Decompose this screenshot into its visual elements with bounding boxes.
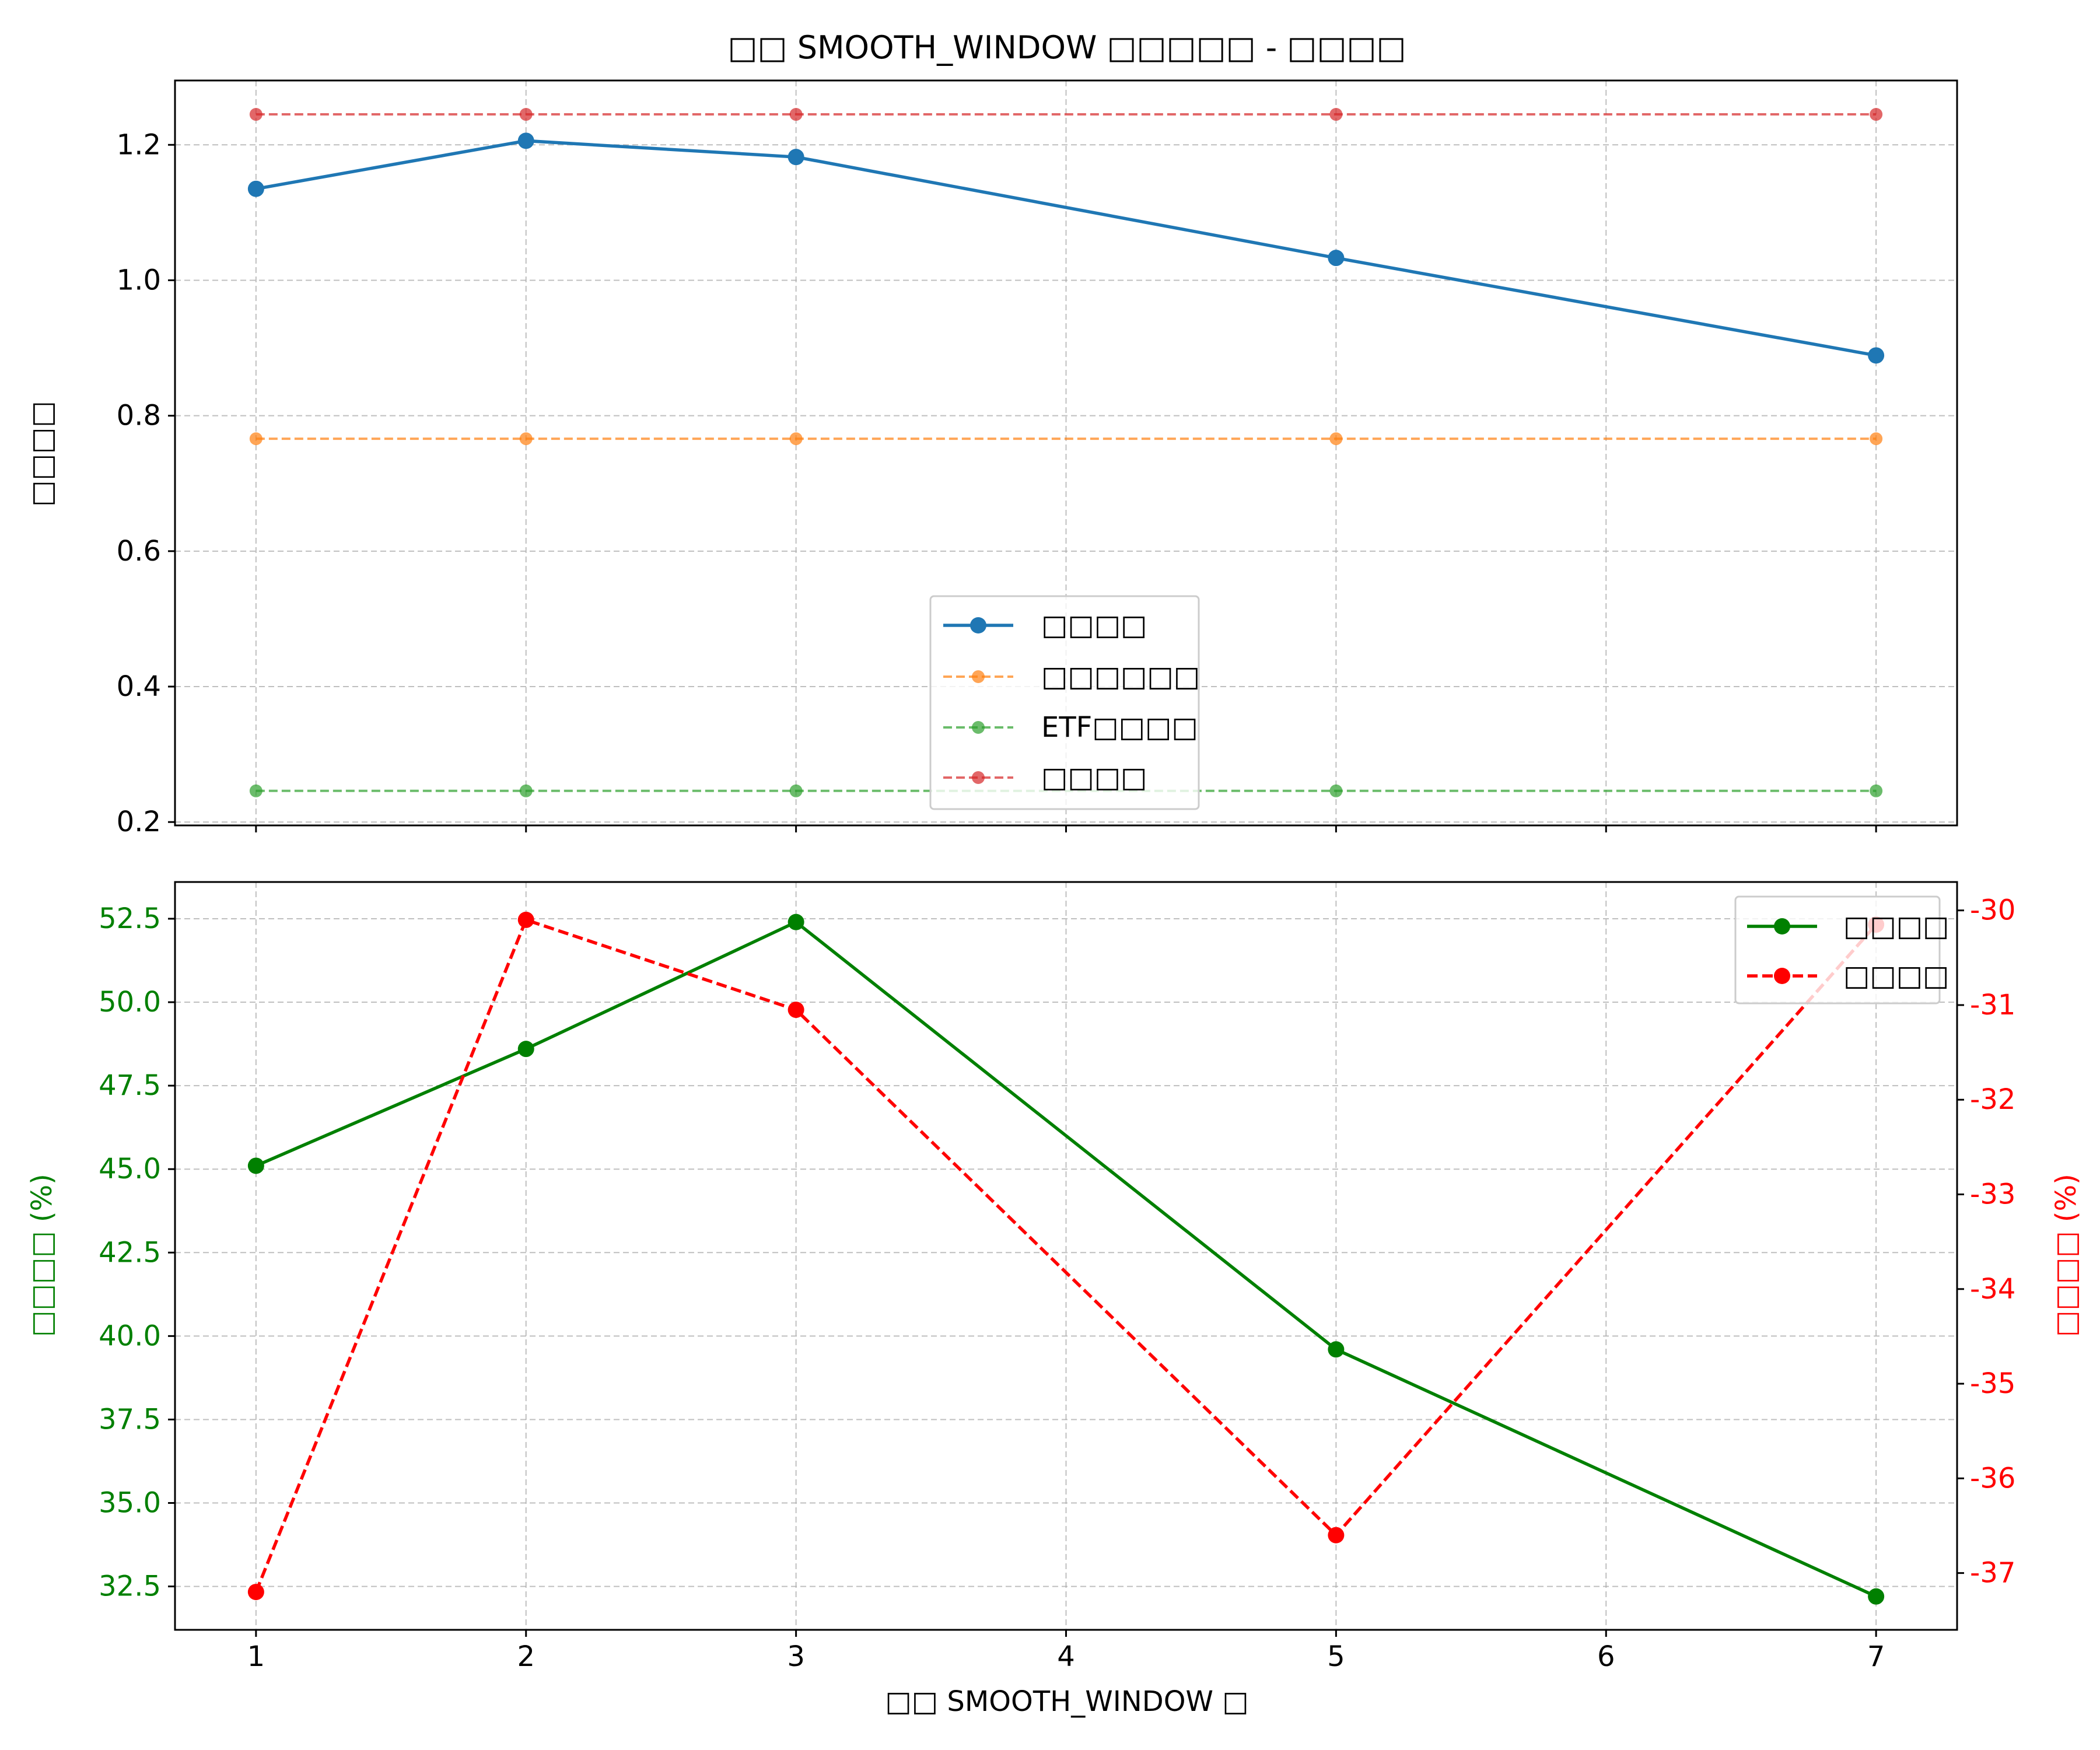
bottom-series-0-point-4 xyxy=(1868,1588,1885,1605)
bottom-y-right-tick-label-2: -35 xyxy=(1970,1367,2015,1400)
top-y-tick-label-3: 0.8 xyxy=(117,400,161,432)
bottom-x-axis-label: □□ SMOOTH_WINDOW □ xyxy=(885,1685,1248,1718)
bottom-series-0-point-0 xyxy=(247,1157,264,1174)
top-series-0-point-3 xyxy=(1328,250,1345,267)
legend-entry-winrate: □□□□ xyxy=(1747,910,1949,943)
top-series-group xyxy=(247,108,1885,797)
bottom-x-tick-label-1: 2 xyxy=(517,1640,535,1673)
legend-entry-series-2: ETF□□□□ xyxy=(943,711,1198,744)
legend-label-winrate: □□□□ xyxy=(1843,910,1949,943)
top-series-2-point-2 xyxy=(789,784,803,797)
top-series-0-point-0 xyxy=(247,180,264,197)
top-chart-title: □□ SMOOTH_WINDOW □□□□□ - □□□□ xyxy=(727,29,1406,66)
top-series-2-point-4 xyxy=(1870,784,1883,797)
bottom-y-left-tick-label-7: 50.0 xyxy=(99,986,161,1019)
bottom-x-ticks: 1 2 3 4 5 6 7 xyxy=(247,1630,1885,1673)
top-series-1-point-0 xyxy=(249,432,262,446)
bottom-series-0-point-2 xyxy=(788,914,804,930)
bottom-series-group xyxy=(247,911,1885,1605)
bottom-y-right-tick-label-5: -32 xyxy=(1970,1083,2015,1116)
top-series-3-point-2 xyxy=(789,108,803,121)
legend-marker-drawdown xyxy=(1774,968,1790,984)
bottom-x-tick-label-5: 6 xyxy=(1597,1640,1615,1673)
bottom-series-1-point-1 xyxy=(517,911,534,928)
bottom-y-right-tick-label-6: -31 xyxy=(1970,989,2015,1021)
bottom-series-1-point-0 xyxy=(247,1584,264,1601)
legend-label-drawdown: □□□□ xyxy=(1843,960,1949,992)
top-series-1-point-4 xyxy=(1870,432,1883,446)
top-y-tick-label-4: 1.0 xyxy=(117,264,161,296)
top-series-3-point-1 xyxy=(519,108,533,121)
top-series-0-point-2 xyxy=(788,149,804,166)
bottom-x-tick-label-2: 3 xyxy=(787,1640,805,1673)
top-y-tick-label-2: 0.6 xyxy=(117,535,161,568)
bottom-y-left-tick-label-3: 40.0 xyxy=(99,1320,161,1352)
bottom-x-tick-label-3: 4 xyxy=(1057,1640,1075,1673)
legend-entry-drawdown: □□□□ xyxy=(1747,960,1949,992)
bottom-y-ticks-left: 32.5 35.0 37.5 40.0 42.5 45.0 47.5 50.0 52.5 xyxy=(99,902,175,1603)
bottom-y-right-tick-label-0: -37 xyxy=(1970,1557,2015,1590)
bottom-panel: □□□□ (%) □□□□ (%) □□ SMOOTH_WINDOW □ 32.… xyxy=(26,881,2082,1718)
bottom-y-axis-label-left: □□□□ (%) xyxy=(26,1174,58,1337)
legend-marker-series-0 xyxy=(970,617,986,634)
bottom-x-tick-label-6: 7 xyxy=(1867,1640,1885,1673)
legend-marker-series-3 xyxy=(972,771,985,784)
bottom-y-left-tick-label-0: 32.5 xyxy=(99,1570,161,1603)
top-y-axis-label: □□□□ xyxy=(26,401,58,506)
top-legend-box xyxy=(929,595,1200,810)
bottom-x-tick-label-0: 1 xyxy=(247,1640,265,1673)
top-legend: □□□□ □□□□□□ ETF□□□□ □□□□ xyxy=(929,595,1200,810)
bottom-y-right-tick-label-4: -33 xyxy=(1970,1178,2015,1211)
bottom-y-right-tick-label-7: -30 xyxy=(1970,894,2015,927)
legend-label-series-1: □□□□□□ xyxy=(1041,660,1200,693)
legend-label-series-2: ETF□□□□ xyxy=(1041,711,1198,744)
bottom-legend: □□□□ □□□□ xyxy=(1734,895,1949,1005)
legend-marker-series-1 xyxy=(972,670,985,683)
top-series-3-point-3 xyxy=(1329,108,1343,121)
bottom-y-left-tick-label-8: 52.5 xyxy=(99,902,161,935)
bottom-x-tick-label-4: 5 xyxy=(1327,1640,1345,1673)
bottom-y-left-tick-label-1: 35.0 xyxy=(99,1487,161,1520)
top-y-tick-label-0: 0.2 xyxy=(117,806,161,838)
top-series-3-point-0 xyxy=(249,108,262,121)
top-x-ticks xyxy=(255,825,1877,832)
top-series-0-point-1 xyxy=(517,132,534,149)
bottom-y-left-tick-label-6: 47.5 xyxy=(99,1069,161,1102)
legend-label-series-0: □□□□ xyxy=(1041,609,1147,642)
bottom-grid xyxy=(175,882,1957,1630)
legend-entry-series-1: □□□□□□ xyxy=(943,660,1200,693)
legend-label-series-3: □□□□ xyxy=(1041,761,1147,794)
top-panel: □□ SMOOTH_WINDOW □□□□□ - □□□□ □□□□ 0.20.… xyxy=(26,29,1958,838)
legend-entry-series-0: □□□□ xyxy=(943,609,1147,642)
top-series-1-point-3 xyxy=(1329,432,1343,446)
bottom-y-left-tick-label-2: 37.5 xyxy=(99,1403,161,1436)
top-series-0-point-4 xyxy=(1868,347,1885,364)
bottom-series-0-point-3 xyxy=(1328,1341,1345,1358)
top-y-tick-label-5: 1.2 xyxy=(117,128,161,161)
bottom-y-left-tick-label-5: 45.0 xyxy=(99,1153,161,1185)
legend-marker-winrate xyxy=(1774,918,1790,935)
bottom-series-1-point-2 xyxy=(788,1002,804,1019)
top-series-3-point-4 xyxy=(1870,108,1883,121)
bottom-series-1-point-3 xyxy=(1328,1527,1345,1544)
top-series-1-point-2 xyxy=(789,432,803,446)
bottom-series-0-point-1 xyxy=(517,1041,534,1058)
legend-entry-series-3: □□□□ xyxy=(943,761,1147,794)
top-series-2-point-0 xyxy=(249,784,262,797)
legend-marker-series-2 xyxy=(972,721,985,734)
top-y-ticks: 0.2 0.4 0.6 0.8 1.0 1.2 xyxy=(117,128,175,838)
top-y-tick-label-1: 0.4 xyxy=(117,670,161,703)
bottom-y-right-tick-label-1: -36 xyxy=(1970,1462,2015,1494)
bottom-y-right-tick-label-3: -34 xyxy=(1970,1273,2015,1306)
top-series-2-point-3 xyxy=(1329,784,1343,797)
bottom-y-ticks-right: -37 -36 -35 -34 -33 -32 -31 -30 xyxy=(1957,894,2015,1590)
top-series-1-point-1 xyxy=(519,432,533,446)
bottom-y-axis-label-right: □□□□ (%) xyxy=(2050,1174,2082,1337)
top-series-2-point-1 xyxy=(519,784,533,797)
bottom-y-left-tick-label-4: 42.5 xyxy=(99,1236,161,1269)
